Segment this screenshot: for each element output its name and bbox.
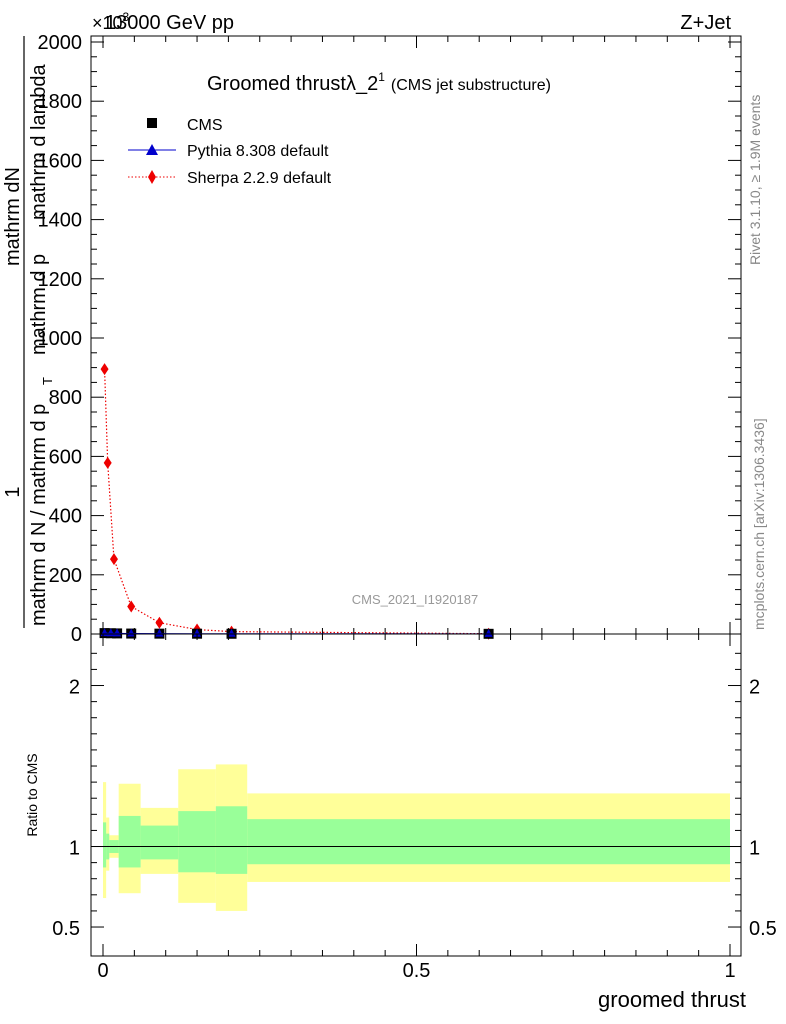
ratio-inner-band [103, 822, 107, 868]
x-axis-label: groomed thrust [598, 987, 746, 1012]
ratio-y-tick-label: 2 [69, 677, 80, 699]
exponent-label: ×103 [92, 10, 130, 33]
plot-title: Groomed thrustλ_21 (CMS jet substructure) [207, 70, 551, 95]
ratio-y-tick-label: 1 [69, 838, 80, 860]
y-label-denominator-sub: T [40, 377, 55, 385]
main-y-tick-label: 0 [71, 624, 82, 646]
ratio-y-tick-label: 0.5 [52, 918, 80, 940]
sherpa-line [103, 369, 489, 635]
ratio-x-ticks: 0 0.5 1 [97, 634, 736, 982]
legend-label-sherpa: Sherpa 2.2.9 default [187, 170, 332, 187]
ratio-x-tick-label: 1 [724, 960, 735, 982]
y-label-top: mathrm dN [2, 167, 24, 266]
main-x-ticks [102, 36, 731, 634]
ratio-inner-band [178, 811, 216, 873]
sherpa-point [155, 616, 164, 629]
main-y-tick-label: 800 [49, 387, 82, 409]
sherpa-point [103, 456, 112, 469]
pythia-series [100, 628, 493, 637]
ratio-inner-band [140, 825, 179, 860]
exponent-sup: 3 [123, 10, 130, 24]
legend-marker-pythia [146, 144, 158, 155]
main-y-tick-label: 2000 [38, 32, 83, 54]
y-label-bottom: mathrm d lambda [28, 64, 50, 220]
main-y-tick-label: 1800 [38, 91, 83, 113]
ratio-y-tick-label-right: 0.5 [749, 918, 777, 940]
main-y-tick-label: 1000 [38, 328, 83, 350]
title-sup: 1 [378, 70, 385, 84]
pythia-point [155, 628, 164, 637]
rivet-version-text: Rivet 3.1.10, ≥ 1.9M events [747, 95, 763, 265]
main-y-axis-label: 1 mathrm d N / mathrm d p T mathrm dN ma… [2, 36, 55, 628]
ratio-bands [103, 764, 730, 911]
legend-marker-sherpa [148, 170, 156, 184]
ratio-y-tick-label-right: 2 [749, 677, 760, 699]
main-y-tick-label: 600 [49, 446, 82, 468]
pythia-point [193, 628, 202, 637]
ratio-y-ticks: 0.5 0.5 1 1 2 2 [52, 652, 777, 940]
legend-marker-cms [147, 118, 157, 128]
ratio-inner-band [247, 819, 730, 865]
process-label: Z+Jet [680, 12, 731, 34]
title-suffix: (CMS jet substructure) [391, 77, 551, 94]
pythia-point [484, 628, 493, 637]
sherpa-point [109, 553, 118, 566]
sherpa-point [100, 363, 109, 376]
ratio-x-tick-label: 0 [97, 960, 108, 982]
main-y-tick-label: 1200 [38, 269, 83, 291]
legend: CMS Pythia 8.308 default Sherpa 2.2.9 de… [128, 117, 332, 187]
y-label-denominator: mathrm d N / mathrm d p [28, 404, 50, 626]
ratio-inner-band [215, 806, 248, 874]
ratio-inner-band [118, 815, 141, 868]
sherpa-point [127, 600, 136, 613]
main-y-tick-label: 1600 [38, 150, 83, 172]
main-y-tick-label: 1400 [38, 210, 83, 232]
pythia-point [127, 628, 136, 637]
legend-label-cms: CMS [187, 117, 223, 134]
main-y-tick-label: 400 [49, 506, 82, 528]
y-label-mid: mathrm d p [28, 254, 50, 355]
main-y-tick-label: 200 [49, 565, 82, 587]
pythia-point [227, 628, 236, 637]
analysis-watermark: CMS_2021_I1920187 [352, 592, 479, 607]
ratio-y-tick-label-right: 1 [749, 838, 760, 860]
legend-label-pythia: Pythia 8.308 default [187, 143, 329, 160]
ratio-x-tick-label: 0.5 [403, 960, 431, 982]
mcplots-text: mcplots.cern.ch [arXiv:1306.3436] [751, 418, 767, 630]
ratio-y-axis-label: Ratio to CMS [24, 753, 40, 836]
main-y-ticks: 0 200 400 600 800 1000 1200 1400 1600 1800 2000 [38, 32, 741, 646]
energy-label: 13000 GeV pp [105, 12, 234, 34]
y-label-numerator: 1 [2, 486, 24, 497]
